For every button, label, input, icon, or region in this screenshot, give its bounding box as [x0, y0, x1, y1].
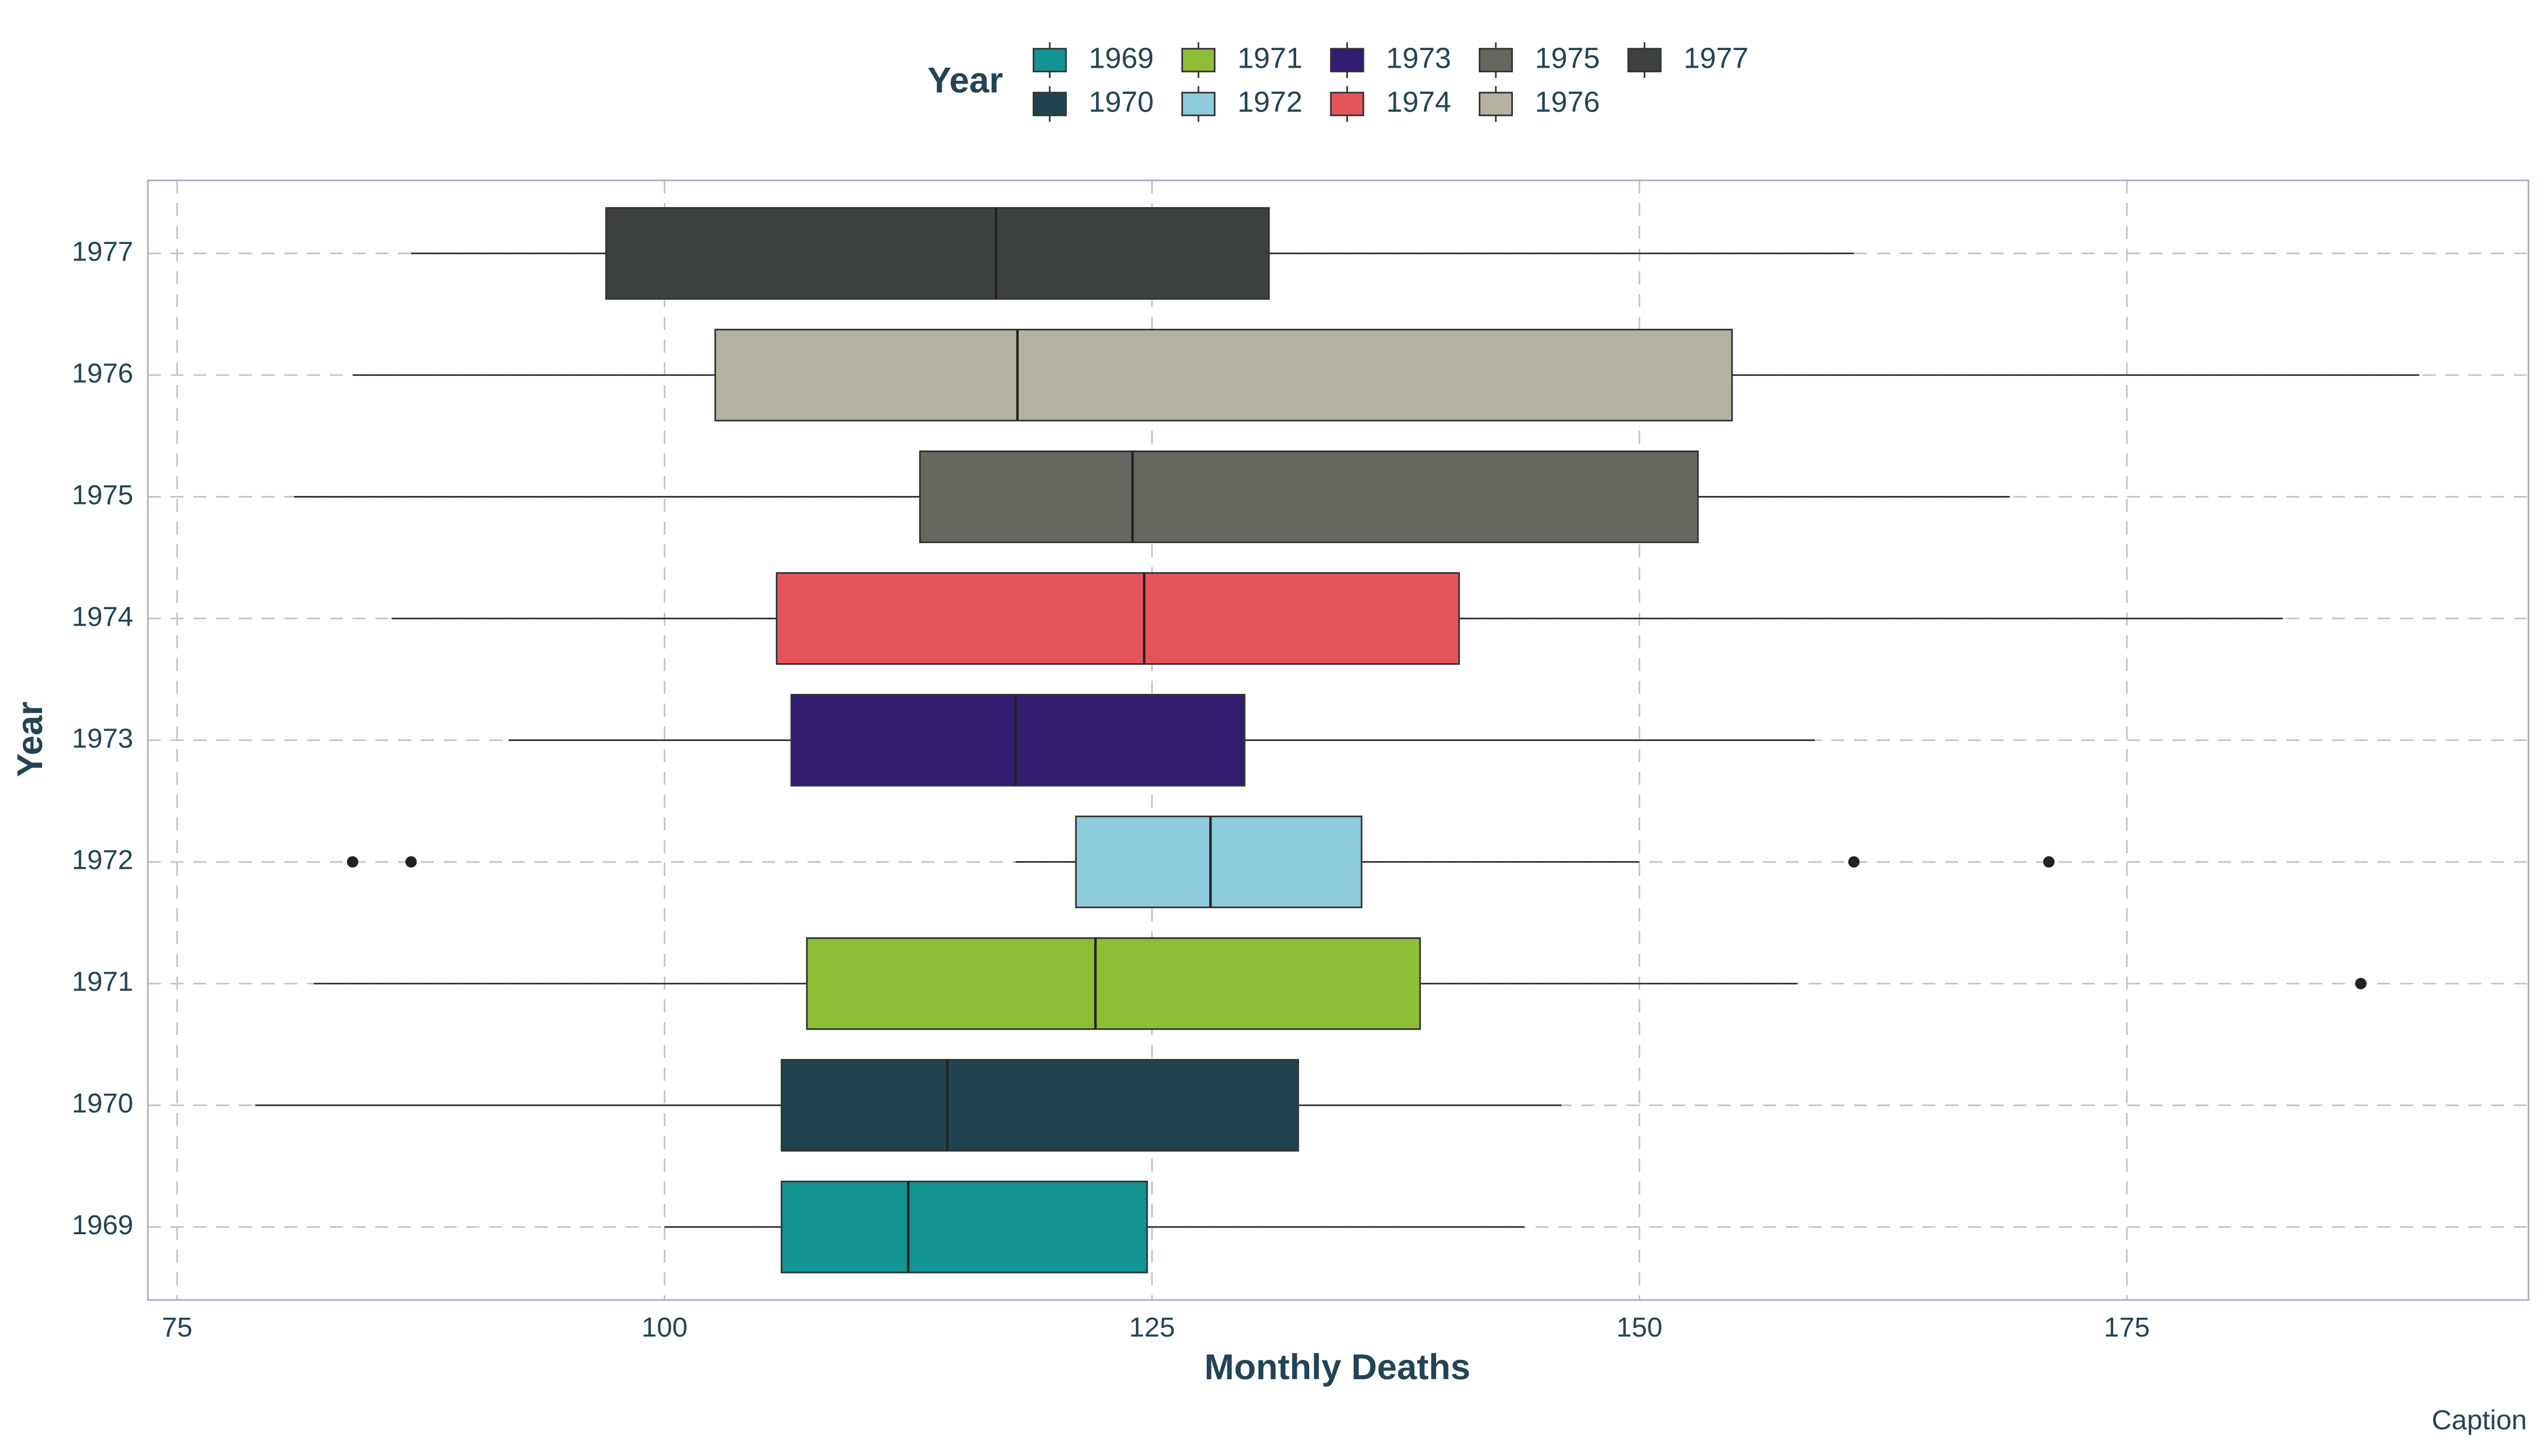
box — [1075, 815, 1363, 908]
legend-title: Year — [928, 60, 1003, 100]
box — [780, 1058, 1300, 1152]
legend-label: 1971 — [1238, 41, 1302, 74]
x-tick-label: 175 — [2104, 1312, 2150, 1343]
box — [776, 572, 1460, 665]
outlier — [2043, 856, 2055, 868]
box — [780, 1180, 1148, 1273]
y-tick-label: 1973 — [72, 723, 133, 754]
y-tick-label: 1972 — [72, 845, 133, 875]
caption: Caption — [2431, 1405, 2526, 1436]
legend-label: 1970 — [1089, 85, 1153, 118]
x-axis-title: Monthly Deaths — [1204, 1347, 1470, 1387]
x-tick-label: 100 — [642, 1312, 688, 1343]
legend-label: 1974 — [1386, 85, 1451, 118]
plot-border — [147, 179, 2530, 1301]
x-tick-label: 75 — [162, 1312, 192, 1343]
x-tick-label: 150 — [1616, 1312, 1662, 1343]
x-tick-label: 125 — [1129, 1312, 1175, 1343]
legend-key — [1627, 48, 1662, 73]
y-tick-label: 1971 — [72, 966, 133, 997]
outlier — [1848, 856, 1860, 868]
legend-key — [1032, 92, 1067, 117]
y-tick-label: 1970 — [72, 1088, 133, 1119]
legend-key — [1181, 92, 1216, 117]
box — [806, 937, 1421, 1030]
y-tick-label: 1977 — [72, 236, 133, 267]
legend-label: 1977 — [1684, 41, 1748, 74]
box — [790, 694, 1246, 787]
legend-key — [1181, 48, 1216, 73]
legend-key — [1479, 48, 1513, 73]
y-tick-label: 1976 — [72, 358, 133, 388]
legend-label: 1972 — [1238, 85, 1302, 118]
legend-key — [1330, 92, 1364, 117]
box — [919, 450, 1699, 543]
box — [714, 329, 1733, 421]
legend-label: 1969 — [1089, 41, 1153, 74]
outlier — [405, 856, 417, 868]
legend-label: 1976 — [1535, 85, 1600, 118]
legend-key — [1032, 48, 1067, 73]
y-axis-title: Year — [10, 702, 50, 777]
legend-key — [1479, 92, 1513, 117]
box — [605, 207, 1270, 300]
outlier — [346, 856, 358, 868]
legend-key — [1330, 48, 1364, 73]
legend-label: 1975 — [1535, 41, 1600, 74]
legend-label: 1973 — [1386, 41, 1451, 74]
y-tick-label: 1975 — [72, 479, 133, 510]
y-tick-label: 1969 — [72, 1210, 133, 1240]
y-tick-label: 1974 — [72, 601, 133, 632]
outlier — [2355, 978, 2367, 990]
